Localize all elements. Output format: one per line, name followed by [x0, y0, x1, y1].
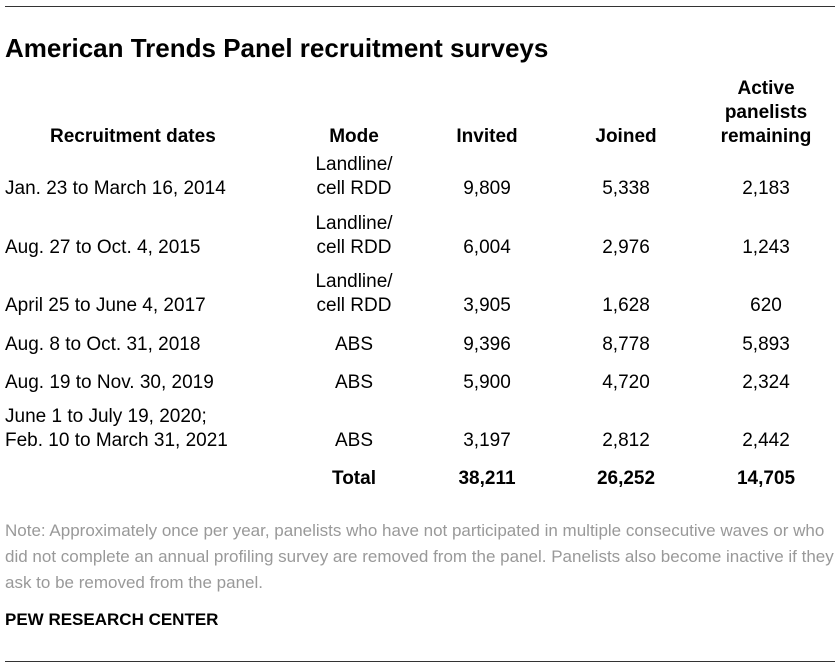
bottom-rule [5, 661, 835, 662]
mode-line: Landline/ [315, 154, 393, 175]
row-1-dates: Jan. 23 to March 16, 2014 [5, 178, 226, 199]
dates-line: June 1 to July 19, 2020; [5, 406, 207, 427]
row-5-active: 2,324 [742, 372, 790, 393]
total-active: 14,705 [736, 468, 796, 489]
top-rule [5, 6, 835, 7]
row-6-joined: 2,812 [602, 430, 650, 451]
mode-line: Landline/ [315, 213, 393, 234]
row-1-mode: Landline/ cell RDD [315, 153, 392, 201]
total-invited: 38,211 [458, 468, 516, 489]
mode-line: cell RDD [316, 295, 392, 316]
row-6-invited: 3,197 [463, 430, 511, 451]
row-4-invited: 9,396 [463, 334, 511, 355]
row-1-invited: 9,809 [463, 178, 511, 199]
mode-line: cell RDD [316, 178, 392, 199]
row-4-mode: ABS [334, 334, 374, 355]
header-joined: Joined [595, 126, 657, 147]
row-4-dates: Aug. 8 to Oct. 31, 2018 [5, 334, 201, 355]
page-title: American Trends Panel recruitment survey… [5, 33, 549, 63]
row-1-joined: 5,338 [602, 178, 650, 199]
header-mode: Mode [329, 126, 379, 147]
mode-line: cell RDD [316, 237, 392, 258]
row-6-dates: June 1 to July 19, 2020; Feb. 10 to Marc… [5, 405, 228, 453]
row-4-active: 5,893 [742, 334, 790, 355]
row-3-joined: 1,628 [602, 295, 650, 316]
mode-line: Landline/ [315, 271, 393, 292]
row-2-joined: 2,976 [602, 237, 650, 258]
row-6-active: 2,442 [742, 430, 790, 451]
header-recruitment-dates: Recruitment dates [50, 126, 216, 147]
row-2-active: 1,243 [742, 237, 790, 258]
row-3-invited: 3,905 [463, 295, 511, 316]
row-5-joined: 4,720 [602, 372, 650, 393]
row-2-mode: Landline/ cell RDD [315, 212, 392, 260]
row-3-active: 620 [750, 295, 782, 316]
row-4-joined: 8,778 [602, 334, 650, 355]
total-joined: 26,252 [596, 468, 656, 489]
header-active-panelists: Active panelists remaining [721, 77, 812, 149]
header-active-line: remaining [720, 126, 812, 147]
row-3-dates: April 25 to June 4, 2017 [5, 295, 206, 316]
dates-line: Feb. 10 to March 31, 2021 [5, 430, 228, 451]
row-1-active: 2,183 [742, 178, 790, 199]
source-credit: PEW RESEARCH CENTER [5, 610, 219, 629]
footnote: Note: Approximately once per year, panel… [5, 521, 834, 592]
row-5-mode: ABS [334, 372, 374, 393]
header-invited: Invited [456, 126, 518, 147]
row-3-mode: Landline/ cell RDD [315, 270, 392, 318]
header-active-line: Active [737, 78, 795, 99]
row-2-dates: Aug. 27 to Oct. 4, 2015 [5, 237, 201, 258]
header-active-line: panelists [724, 102, 808, 123]
row-5-invited: 5,900 [463, 372, 511, 393]
row-2-invited: 6,004 [463, 237, 511, 258]
row-6-mode: ABS [334, 430, 374, 451]
total-label: Total [332, 468, 376, 489]
row-5-dates: Aug. 19 to Nov. 30, 2019 [5, 372, 214, 393]
